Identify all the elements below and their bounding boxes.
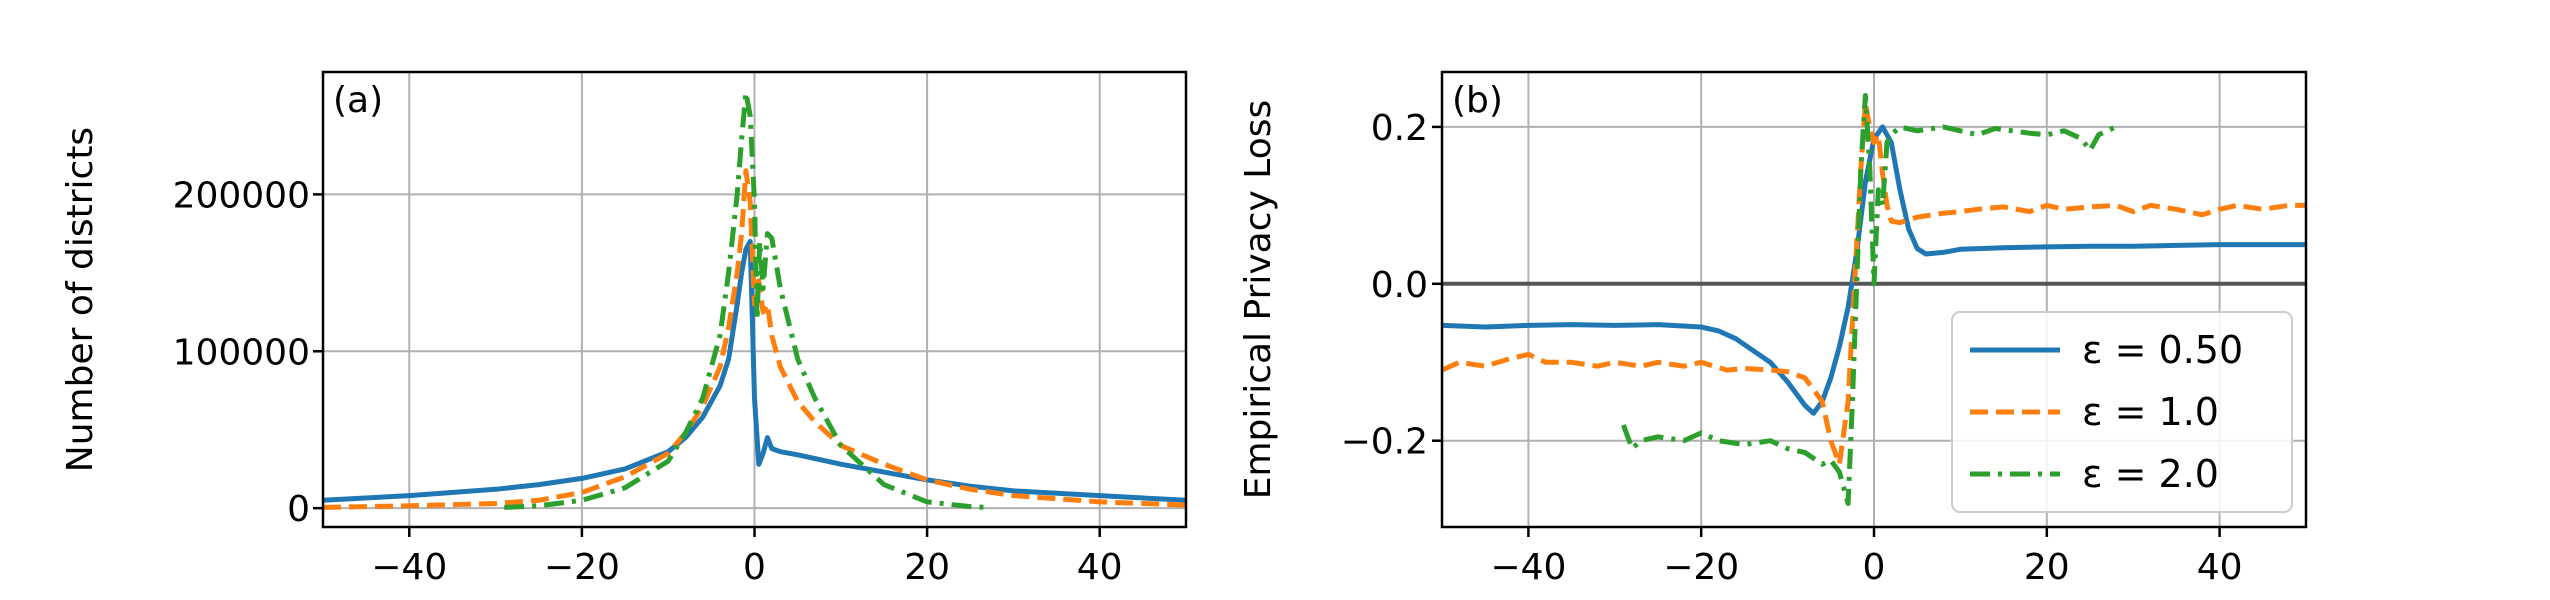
y-tick-label: 0.0 [1371, 265, 1428, 306]
legend-label: ε = 0.50 [2082, 328, 2243, 372]
panel-b: −40 −20 0 20 40 −0.2 0.0 0.2 Empirical Privacy L… [1238, 70, 2308, 588]
series-line-eps-20 [504, 89, 988, 510]
x-tick-label: 20 [2024, 547, 2070, 588]
x-tick-label: −20 [1663, 547, 1739, 588]
y-axis-label: Number of districts [60, 127, 101, 472]
panel-a: −40 −20 0 20 40 0 100000 200000 Number of distri… [60, 70, 1188, 588]
x-tick-label: −40 [371, 547, 447, 588]
x-tick-label: −40 [1490, 547, 1566, 588]
y-tick-label: 0 [287, 489, 310, 530]
series-line-eps-050 [323, 238, 1186, 503]
y-tick-label: 0.2 [1371, 108, 1428, 149]
series-line-eps-20 [1621, 93, 2117, 506]
x-tick-label: 40 [1077, 547, 1123, 588]
legend-box [1951, 311, 2293, 513]
x-tick-label: 20 [904, 547, 950, 588]
series-line-eps-10 [1442, 100, 2306, 467]
legend-label: ε = 2.0 [2082, 452, 2219, 496]
x-tick-label: 0 [743, 547, 766, 588]
legend: ε = 0.50 ε = 1.0 ε = 2.0 [1951, 311, 2293, 513]
x-tick-label: 0 [1863, 547, 1886, 588]
panel-label: (a) [333, 80, 383, 121]
legend-label: ε = 1.0 [2082, 390, 2219, 434]
y-tick-label: −0.2 [1341, 422, 1428, 463]
series-line-eps-10 [323, 168, 1186, 510]
y-axis-label: Empirical Privacy Loss [1238, 100, 1279, 500]
y-tick-label: 100000 [173, 332, 310, 373]
x-tick-label: −20 [544, 547, 620, 588]
x-tick-label: 40 [2197, 547, 2243, 588]
panel-label: (b) [1452, 80, 1503, 121]
y-tick-label: 200000 [173, 175, 310, 216]
